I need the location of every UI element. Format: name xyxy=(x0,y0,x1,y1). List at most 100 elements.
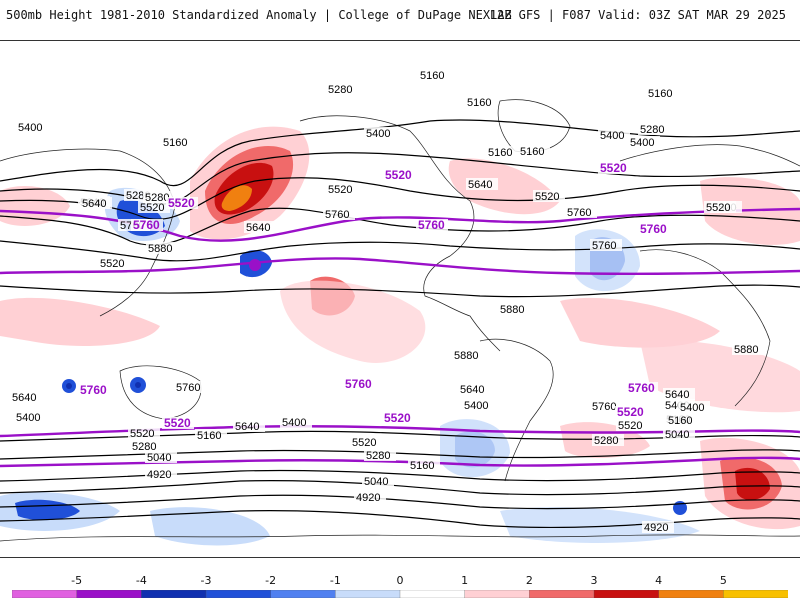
contour-label: 5520 xyxy=(328,184,352,196)
contour-label: 5040 xyxy=(147,452,171,464)
contour-5640-nh xyxy=(0,240,800,262)
contour-label-bg xyxy=(466,178,498,190)
contour-label-bg xyxy=(80,197,112,209)
contour-label-bg xyxy=(628,136,660,148)
colorbar-label: -5 xyxy=(71,574,83,587)
contour-label: 5760 xyxy=(592,240,616,252)
antarctic-negative-3 xyxy=(500,507,700,543)
contour-4920-sh xyxy=(0,510,800,529)
colorbar-label: 5 xyxy=(719,574,727,587)
contour-label: 5280 xyxy=(640,124,664,136)
contour-label: 5760 xyxy=(325,209,349,221)
contour-label: 4920 xyxy=(644,522,668,534)
contour-label: 4920 xyxy=(356,492,380,504)
arctic-positive xyxy=(0,186,70,226)
contour-label-bg xyxy=(326,183,358,195)
contour-label: 5160 xyxy=(668,415,692,427)
contour-label-bg xyxy=(10,391,42,403)
contour-label: 5640 xyxy=(468,179,492,191)
contour-label-bg xyxy=(161,136,193,148)
contour-label-bg xyxy=(166,197,198,209)
height-contours xyxy=(0,119,800,298)
contour-label-bg xyxy=(145,468,177,480)
colorbar-label: 2 xyxy=(525,574,533,587)
contour-label-bg xyxy=(486,146,518,158)
contour-label: 5760 xyxy=(567,207,591,219)
colorbar-segment xyxy=(141,590,207,598)
contour-label-bg xyxy=(128,427,160,439)
indian-ocean-negative-core xyxy=(66,383,72,389)
colorbar-segment xyxy=(76,590,142,598)
contour-label-bg xyxy=(704,201,736,213)
contour-label-bg xyxy=(14,411,46,423)
contour-label-bg xyxy=(280,416,312,428)
contour-label-bg xyxy=(354,491,386,503)
contour-label-bg xyxy=(364,127,396,139)
contour-label-bg xyxy=(418,69,450,81)
tropical-positive-1 xyxy=(0,297,160,346)
contour-label-bg xyxy=(244,221,276,233)
contour-label-bg xyxy=(732,343,764,355)
anomaly-shading xyxy=(0,126,800,546)
contour-label: 5520 xyxy=(600,161,627,175)
contour-label: 5520 xyxy=(385,168,412,182)
colorbar-label: 1 xyxy=(461,574,469,587)
contour-label: 5280 xyxy=(132,441,156,453)
contour-label: 5520 xyxy=(100,258,124,270)
contour-label-bg xyxy=(590,400,622,412)
contour-label-bg xyxy=(138,201,170,213)
contour-label: 5400 xyxy=(630,137,654,149)
contour-label: 5160 xyxy=(420,70,444,82)
contour-label-bg xyxy=(666,414,698,426)
contour-label-bg xyxy=(383,169,415,181)
antarctic-negative-2 xyxy=(150,507,270,546)
contour-label-bg xyxy=(131,219,163,231)
contour-label-bg xyxy=(343,378,375,390)
north-america-coast xyxy=(299,115,501,352)
contour-label-bg xyxy=(678,401,710,413)
contour-label: 5640 xyxy=(665,389,689,401)
colorbar-segment xyxy=(12,590,78,598)
contour-label: 5520 xyxy=(130,428,154,440)
contour-label-bg xyxy=(78,384,110,396)
contour-label: 5040 xyxy=(364,476,388,488)
contour-label-bg xyxy=(638,123,670,135)
contour-label: 5640 xyxy=(12,392,36,404)
colorbar-segment xyxy=(593,590,660,598)
colorbar-label: -4 xyxy=(135,574,147,587)
model-valid-time: 12Z GFS | F087 Valid: 03Z SAT MAR 29 202… xyxy=(489,8,786,22)
south-pacific-negative-halo xyxy=(440,419,510,478)
anomaly-map: 5160 5280 5160 5160 5400 5400 5160 5280 5160 5400… xyxy=(0,40,800,558)
contour-label: 5160 xyxy=(520,146,544,158)
colorbar-label: -3 xyxy=(200,574,212,587)
contour-label-bg xyxy=(663,428,695,440)
contour-5880-nh xyxy=(0,284,800,298)
east-pacific-weak-positive xyxy=(280,280,426,363)
contour-label: 5520 xyxy=(535,191,559,203)
contour-label-bg xyxy=(518,145,550,157)
contour-label-bg xyxy=(408,459,440,471)
contour-label: 5760 xyxy=(80,383,107,397)
south-america-coast xyxy=(479,338,554,482)
contour-label: 5160 xyxy=(648,88,672,100)
contour-label: 5520 xyxy=(618,420,642,432)
tropical-positive-2 xyxy=(560,297,720,348)
contour-label: 5520 xyxy=(384,411,411,425)
contour-label: 5760 xyxy=(133,218,160,232)
contour-label-bg xyxy=(130,440,162,452)
contour-label: 5280 xyxy=(328,84,352,96)
contour-label-bg xyxy=(646,87,678,99)
contour-label-bg xyxy=(626,382,658,394)
contour-label: 5280 xyxy=(145,192,169,204)
colorbar-label: -1 xyxy=(329,574,341,587)
contour-label: 5040 xyxy=(665,429,689,441)
contour-5400-sh xyxy=(0,449,800,460)
contour-label: 5520 xyxy=(352,437,376,449)
contour-label-bg xyxy=(498,303,530,315)
colorbar-segment xyxy=(658,590,724,598)
contour-5400-nh xyxy=(0,177,800,220)
contour-label-bg xyxy=(174,381,206,393)
contour-label-bg xyxy=(465,96,497,108)
europe-asia-coast xyxy=(619,144,800,167)
contour-label: 5880 xyxy=(500,304,524,316)
